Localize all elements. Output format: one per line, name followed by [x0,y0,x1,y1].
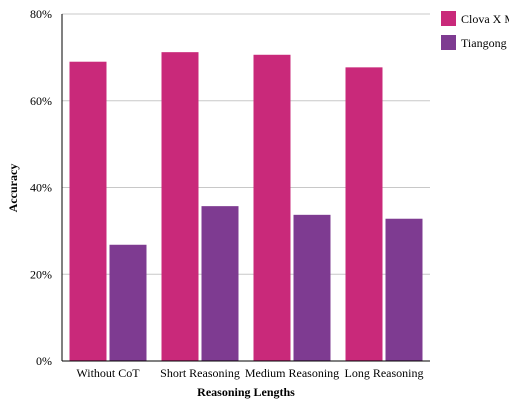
y-tick-label: 60% [30,94,52,108]
legend-label-series-2: Tiangong [461,36,507,50]
bar-series-1-cat-2 [161,52,199,362]
x-axis-title: Reasoning Lengths [197,385,295,399]
x-tick-label: Short Reasoning [160,366,240,380]
bar-series-2-cat-3 [293,214,331,361]
y-axis-title: Accuracy [6,164,20,213]
axes [61,14,430,362]
x-tick-labels: Without CoT Short Reasoning Medium Reasoni… [76,366,423,380]
legend: Clova X M Tiangong [441,11,509,50]
bar-series-2-cat-1 [109,244,147,361]
bar-series-2-cat-2 [201,206,239,361]
bar-series-1-cat-3 [253,54,291,362]
y-tick-labels: 0% 20% 40% 60% 80% [30,7,52,368]
x-tick-label: Medium Reasoning [245,366,339,380]
bars [69,52,423,362]
legend-swatch-series-1 [441,11,456,26]
y-tick-label: 20% [30,267,52,281]
y-tick-label: 40% [30,181,52,195]
y-tick-label: 0% [36,354,52,368]
legend-label-series-1: Clova X M [461,12,509,26]
bar-series-2-cat-4 [385,218,423,361]
legend-swatch-series-2 [441,35,456,50]
bar-series-1-cat-1 [69,61,107,362]
x-tick-label: Without CoT [76,366,140,380]
bar-series-1-cat-4 [345,67,383,361]
y-tick-label: 80% [30,7,52,21]
x-tick-label: Long Reasoning [345,366,424,380]
